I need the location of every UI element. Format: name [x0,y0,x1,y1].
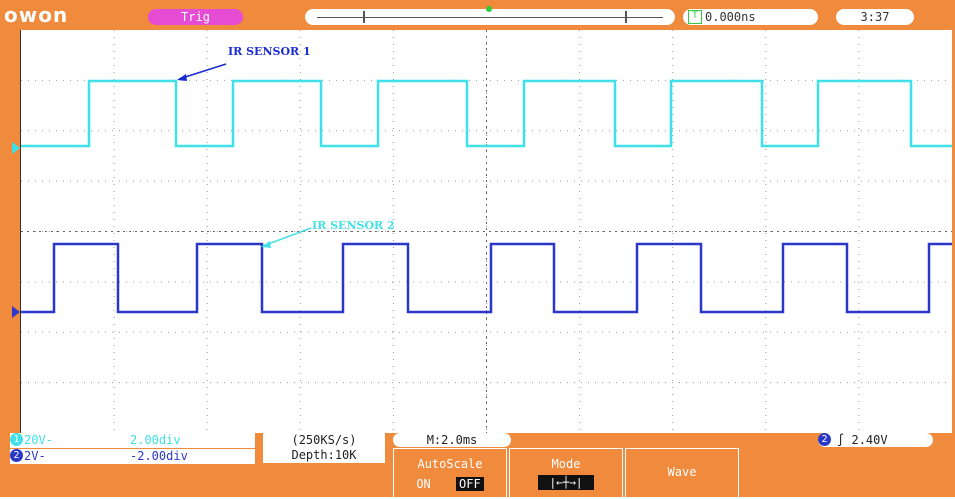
trigger-status-badge: Trig [148,9,243,25]
label-ir-sensor-2: IR SENSOR 2 [312,219,395,232]
arrow-ir-sensor-1 [178,63,227,80]
arrow-ir-sensor-2 [262,227,312,247]
label-ir-sensor-1: IR SENSOR 1 [228,45,311,58]
trigger-position-pointer [486,6,492,12]
sample-rate: (250KS/s) [291,433,357,447]
waveform-display [20,30,952,433]
trigger-time-icon: T [688,10,702,24]
sample-rate-box: (250KS/s) Depth:10K [263,433,385,463]
brand-logo: owon [4,3,69,27]
bottom-status-panel: 1 20V- 2.00div 2 2V- -2.00div (250KS/s) … [0,433,955,499]
rising-edge-icon: ∫ [837,433,845,447]
ch2-badge: 2 [10,449,23,462]
trigger-offset-value: 0.000ns [705,10,756,24]
ch1-coupling: 20V- [24,433,53,447]
memory-window[interactable] [363,11,627,23]
trigger-level-readout: 2 ∫ 2.40V [818,433,933,447]
ch2-scale: -2.00div [130,449,188,463]
ch1-badge: 1 [10,433,23,446]
record-depth: Depth:10K [291,448,357,462]
arrowhead-ir-sensor-2 [261,241,271,248]
ch2-coupling: 2V- [24,449,46,463]
trigger-offset-readout: T 0.000ns [683,9,818,25]
wave-label: Wave [667,465,697,479]
autoscale-softkey[interactable]: AutoScale ON OFF [393,448,507,499]
trigger-source-badge: 2 [818,433,831,446]
wave-softkey[interactable]: Wave [625,448,739,499]
memory-position-bar[interactable] [305,6,675,25]
ch2-ground-marker[interactable] [12,306,20,318]
ir-sensor-2-trace [21,242,952,314]
trigger-level-value: 2.40V [851,433,888,447]
timebase-readout: M:2.0ms [393,433,511,447]
mode-softkey[interactable]: Mode |←┼→| [509,448,623,499]
ch1-settings[interactable]: 1 20V- 2.00div [10,433,255,448]
ch2-settings[interactable]: 2 2V- -2.00div [10,449,255,464]
clock-readout: 3:37 [836,9,914,25]
mode-label: Mode [551,457,581,471]
ch1-ground-marker[interactable] [12,142,20,154]
autoscale-on[interactable]: ON [416,477,431,491]
waveform-canvas [21,30,952,433]
mode-icon: |←┼→| [538,475,594,490]
autoscale-off[interactable]: OFF [456,477,484,491]
ir-sensor-1-trace [21,79,952,148]
top-status-bar: owon Trig T 0.000ns 3:37 [0,0,955,30]
autoscale-label: AutoScale [417,457,483,471]
memory-line [317,17,663,18]
arrowhead-ir-sensor-1 [177,74,187,81]
ch1-scale: 2.00div [130,433,181,447]
